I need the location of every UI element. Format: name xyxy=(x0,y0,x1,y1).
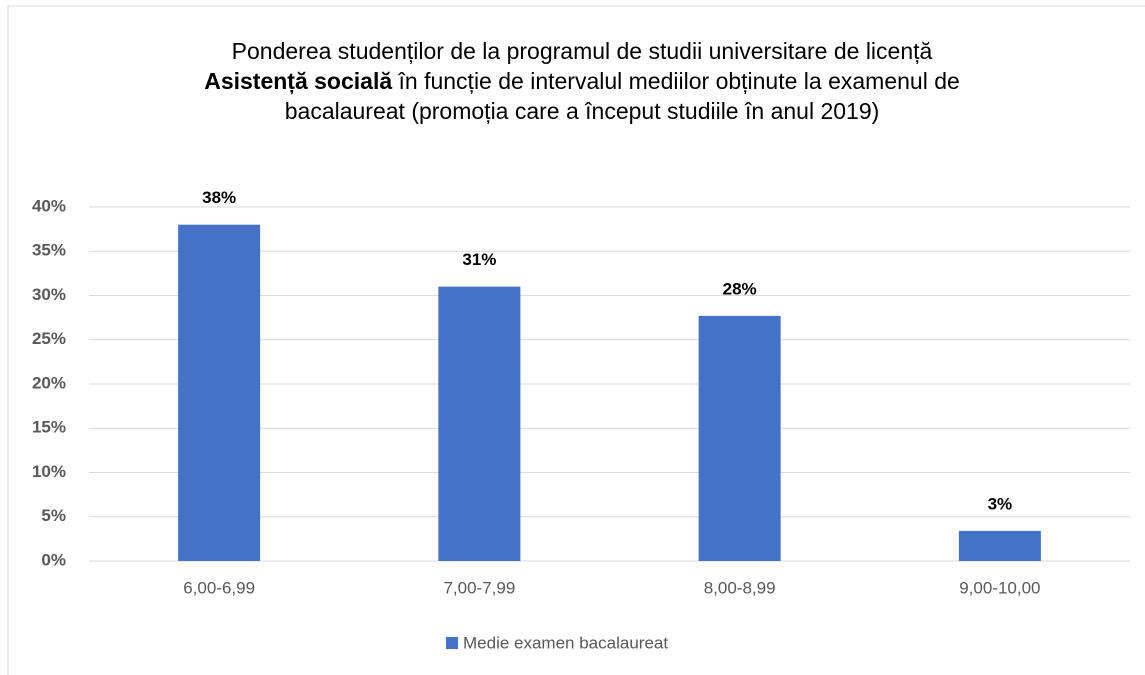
y-tick-label: 20% xyxy=(32,373,66,392)
value-label: 28% xyxy=(723,279,757,298)
bar xyxy=(958,530,1041,561)
title-part: în funcție de intervalul mediilor obținu… xyxy=(284,68,960,124)
title-part: Ponderea studenților de la programul de … xyxy=(231,38,933,64)
legend-swatch xyxy=(446,637,458,649)
bar xyxy=(178,224,261,561)
bar xyxy=(438,286,521,561)
y-tick-label: 5% xyxy=(41,506,66,525)
x-tick-label: 8,00-8,99 xyxy=(704,578,776,597)
y-tick-label: 0% xyxy=(41,550,66,569)
y-tick-label: 30% xyxy=(32,285,66,304)
y-tick-label: 25% xyxy=(32,329,66,348)
x-tick-label: 7,00-7,99 xyxy=(443,578,515,597)
y-tick-label: 35% xyxy=(32,241,66,260)
x-tick-label: 9,00-10,00 xyxy=(959,578,1040,597)
x-tick-label: 6,00-6,99 xyxy=(183,578,255,597)
y-tick-label: 10% xyxy=(32,462,66,481)
legend-label: Medie examen bacalaureat xyxy=(463,633,668,652)
y-tick-label: 40% xyxy=(32,196,66,215)
value-label: 31% xyxy=(462,250,496,269)
chart-border xyxy=(7,5,1145,675)
title-part: Asistență socială xyxy=(204,68,393,94)
value-label: 38% xyxy=(202,188,236,207)
bar xyxy=(698,315,781,561)
chart-title: Ponderea studenților de la programul de … xyxy=(182,36,982,126)
value-label: 3% xyxy=(988,494,1013,513)
y-tick-label: 15% xyxy=(32,418,66,437)
